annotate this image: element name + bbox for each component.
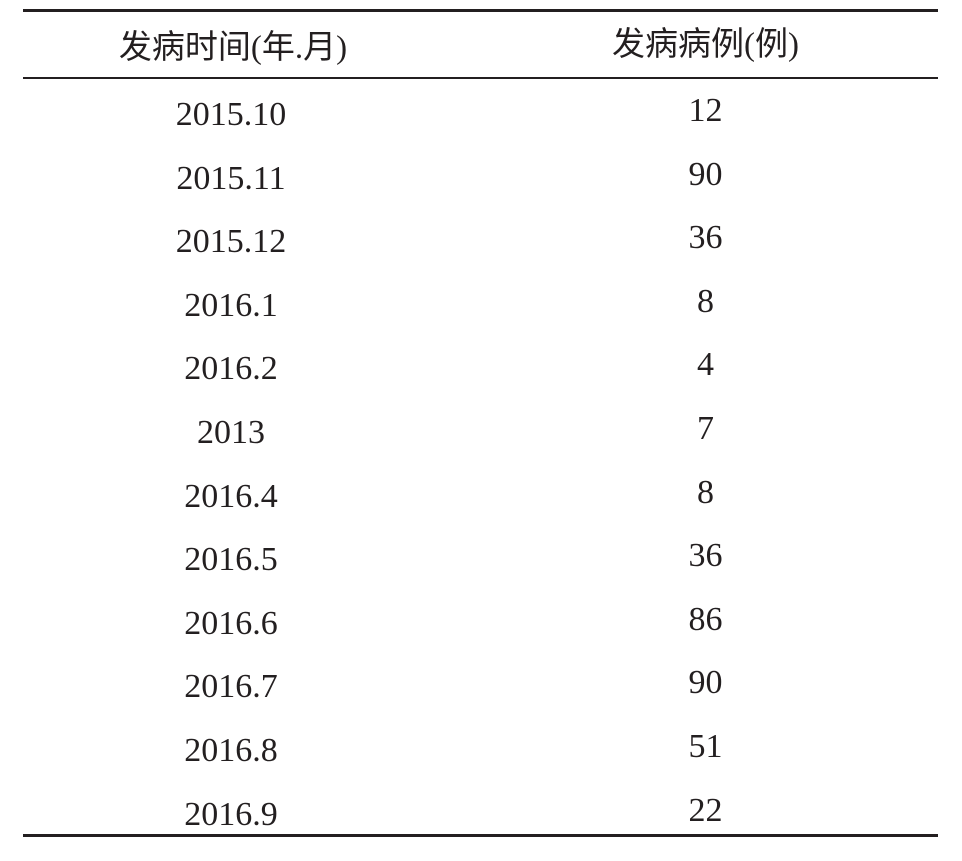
cell-case-count: 86 — [688, 600, 723, 638]
table-row: 2016.6 86 — [23, 591, 938, 655]
table-row: 2015.12 36 — [23, 209, 938, 273]
table-row: 2016.7 90 — [23, 654, 938, 718]
cell-case-count: 8 — [697, 473, 714, 511]
header-case-count: 发病病例(例) — [612, 27, 799, 63]
cell-onset-time: 2016.2 — [184, 350, 278, 388]
table-row: 2013 7 — [23, 400, 938, 464]
cell-onset-time: 2016.1 — [184, 286, 278, 324]
cell-case-count: 36 — [688, 537, 723, 575]
cell-case-count: 12 — [688, 92, 723, 129]
header-onset-time: 发病时间(年.月) — [118, 30, 348, 66]
cell-onset-time: 2016.6 — [184, 604, 278, 642]
cell-case-count: 8 — [697, 282, 714, 320]
cell-onset-time: 2015.11 — [176, 159, 286, 197]
cell-onset-time: 2013 — [197, 413, 265, 451]
cell-case-count: 4 — [697, 346, 714, 384]
cell-onset-time: 2016.4 — [184, 477, 278, 515]
table-header-rule — [23, 77, 938, 79]
table-row: 2016.8 51 — [23, 718, 938, 782]
table-row: 2016.4 8 — [23, 464, 938, 528]
cell-case-count: 90 — [688, 155, 723, 193]
table-row: 2016.5 36 — [23, 527, 938, 591]
cell-case-count: 36 — [688, 219, 723, 257]
cell-onset-time: 2016.7 — [184, 668, 278, 706]
table-row: 2016.9 22 — [23, 782, 938, 846]
table-row: 2016.1 8 — [23, 273, 938, 337]
table-top-rule — [23, 9, 938, 12]
cell-case-count: 90 — [688, 664, 723, 702]
cell-case-count: 22 — [688, 791, 723, 829]
table-header: 发病时间(年.月) 发病病例(例) — [23, 12, 938, 77]
cell-onset-time: 2016.5 — [184, 541, 278, 579]
table-row: 2015.11 90 — [23, 146, 938, 210]
table-body: 2015.10 12 2015.11 90 2015.12 36 2016.1 8 2016.2… — [23, 82, 938, 845]
cell-onset-time: 2015.12 — [175, 223, 287, 261]
table-row: 2015.10 12 — [23, 82, 938, 146]
cell-case-count: 51 — [688, 727, 723, 765]
cell-case-count: 7 — [697, 409, 714, 447]
cell-onset-time: 2016.9 — [184, 795, 278, 833]
cell-onset-time: 2015.10 — [175, 96, 287, 133]
cell-onset-time: 2016.8 — [184, 731, 278, 769]
table-bottom-rule — [23, 834, 938, 837]
table-row: 2016.2 4 — [23, 336, 938, 400]
